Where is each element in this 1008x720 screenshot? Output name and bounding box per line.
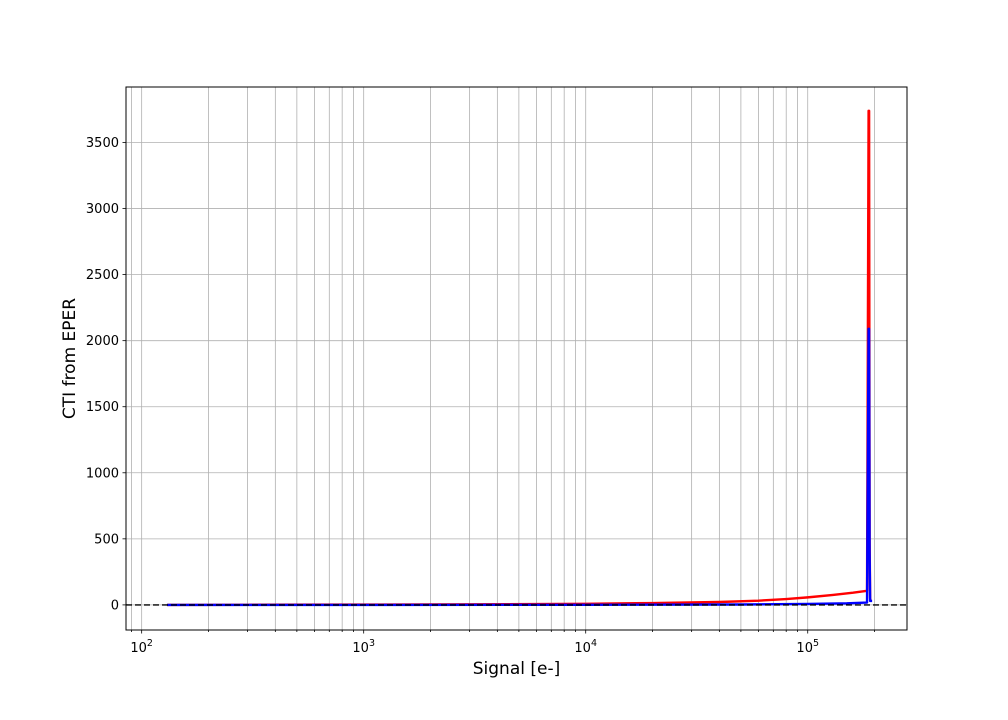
x-axis-title: Signal [e-] xyxy=(473,659,560,679)
x-tick-label: 103 xyxy=(352,638,375,656)
ticks: 0 500 1000 1500 2000 2500 3000 3500 102 103 104 105 xyxy=(86,136,875,656)
y-tick-label: 1000 xyxy=(86,466,119,481)
y-tick-label: 2000 xyxy=(86,334,119,349)
y-tick-label: 0 xyxy=(111,598,119,613)
y-tick-label: 500 xyxy=(94,532,119,547)
plot-frame xyxy=(125,86,908,631)
x-tick-label: 105 xyxy=(796,638,819,656)
y-tick-label: 1500 xyxy=(86,400,119,415)
x-tick-label: 102 xyxy=(130,638,153,656)
grid xyxy=(126,87,907,630)
y-tick-label: 2500 xyxy=(86,268,119,283)
y-tick-label: 3500 xyxy=(86,136,119,151)
plot-area xyxy=(126,87,907,630)
y-axis-title: CTI from EPER xyxy=(60,298,80,419)
series-line-2 xyxy=(166,327,873,607)
x-tick-label: 104 xyxy=(574,638,597,656)
y-tick-label: 3000 xyxy=(86,202,119,217)
